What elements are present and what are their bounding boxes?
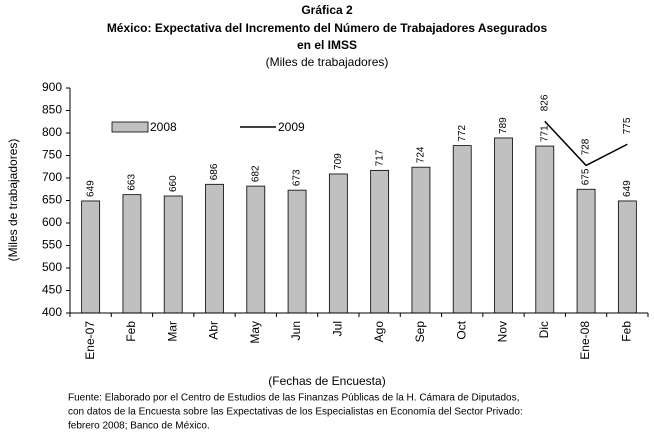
chart-subtitle: (Miles de trabajadores) <box>266 55 389 69</box>
data-label: 789 <box>498 117 509 134</box>
bar <box>328 173 348 314</box>
y-tick-label: 900 <box>42 80 62 94</box>
bar <box>494 137 513 314</box>
y-axis-label: (Miles de trabajadores) <box>6 139 20 262</box>
x-tick-label: Jul <box>331 321 345 336</box>
data-label: 826 <box>539 94 550 111</box>
y-tick-label: 800 <box>42 125 62 139</box>
legend-swatch <box>111 121 149 133</box>
y-tick-label: 750 <box>42 148 62 162</box>
data-label: 673 <box>292 169 303 186</box>
y-tick-label: 650 <box>42 193 62 207</box>
x-tick-label: Mar <box>165 321 179 342</box>
data-label: 649 <box>85 180 96 197</box>
x-tick-label: Abr <box>207 321 221 340</box>
bar <box>163 195 183 314</box>
x-tick-label: Dic <box>537 321 551 338</box>
data-label: 682 <box>250 165 261 182</box>
legend-label: 2009 <box>278 120 305 134</box>
bar <box>122 194 142 314</box>
data-label: 686 <box>209 163 220 180</box>
data-label: 728 <box>581 138 592 155</box>
data-label: 772 <box>457 124 468 141</box>
data-label: 724 <box>416 146 427 163</box>
data-label: 660 <box>168 175 179 192</box>
data-label: 717 <box>374 149 385 166</box>
x-tick-label: Ago <box>372 321 386 343</box>
x-axis-label: (Fechas de Encuesta) <box>268 374 385 388</box>
chart-title: Gráfica 2 <box>301 3 353 17</box>
x-tick-label: Oct <box>454 320 468 339</box>
source-note: con datos de la Encuesta sobre las Expec… <box>68 407 523 418</box>
chart-title: México: Expectativa del Incremento del N… <box>107 21 548 35</box>
bar <box>246 185 266 314</box>
bar <box>287 189 307 314</box>
y-tick-label: 400 <box>42 305 62 319</box>
data-label: 771 <box>539 125 550 142</box>
y-tick-label: 600 <box>42 215 62 229</box>
x-tick-label: Nov <box>496 321 510 342</box>
y-tick-label: 500 <box>42 260 62 274</box>
x-tick-label: Jun <box>289 321 303 340</box>
bar <box>576 188 596 314</box>
bar <box>370 169 390 314</box>
y-tick-label: 850 <box>42 103 62 117</box>
data-label: 675 <box>581 168 592 185</box>
x-tick-label: Ene-07 <box>83 321 97 360</box>
source-note: febrero 2008; Banco de México. <box>68 421 210 432</box>
x-tick-label: Ene-08 <box>578 321 592 360</box>
bar <box>452 145 472 314</box>
line <box>544 120 628 167</box>
bar <box>205 183 224 314</box>
bar <box>617 200 637 314</box>
x-tick-label: Sep <box>413 321 427 343</box>
y-tick-label: 550 <box>42 238 62 252</box>
bar <box>411 166 431 314</box>
data-label: 649 <box>622 180 633 197</box>
bar <box>81 200 101 314</box>
x-tick-label: May <box>248 321 262 344</box>
x-tick-label: Feb <box>124 321 138 342</box>
y-tick-label: 700 <box>42 170 62 184</box>
data-label: 775 <box>622 117 633 134</box>
data-label: 709 <box>333 153 344 170</box>
chart-title: en el IMSS <box>297 38 357 52</box>
legend-label: 2008 <box>150 120 177 134</box>
y-tick-label: 450 <box>42 283 62 297</box>
bar <box>535 145 555 314</box>
data-label: 663 <box>127 174 138 191</box>
x-tick-label: Feb <box>620 321 634 342</box>
source-note: Fuente: Elaborado por el Centro de Estud… <box>68 393 519 404</box>
